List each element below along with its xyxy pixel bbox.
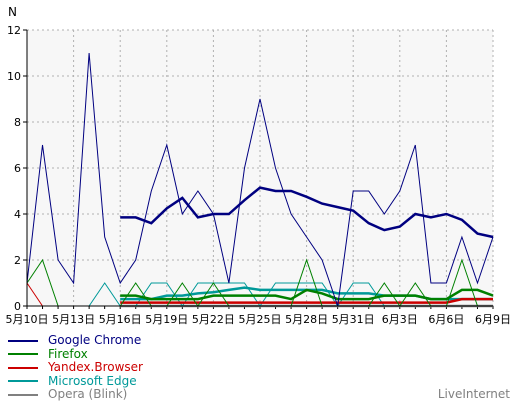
legend-swatch xyxy=(8,393,38,396)
brand-label: LiveInternet xyxy=(437,387,510,401)
x-tick-label: 5月31日 xyxy=(332,313,375,326)
x-tick-label: 5月13日 xyxy=(52,313,95,326)
x-tick-label: 6月9日 xyxy=(475,313,511,326)
legend-swatch xyxy=(8,353,38,356)
legend-swatch xyxy=(8,380,38,383)
x-tick-label: 5月28日 xyxy=(285,313,328,326)
legend-swatch xyxy=(8,366,38,369)
legend-swatch xyxy=(8,339,38,342)
y-tick-label: 2 xyxy=(14,254,21,267)
plot-area: 0 2 4 6 8 10 12 N 5月10日 5月13日 5月16日 5月19日 5月22日 5月25日… xyxy=(6,5,512,326)
x-tick-label: 6月6日 xyxy=(428,313,464,326)
legend-item-google-chrome: Google Chrome xyxy=(8,333,143,348)
x-tick-label: 5月25日 xyxy=(239,313,282,326)
legend-label: Opera (Blink) xyxy=(48,387,128,401)
y-tick-label: 8 xyxy=(14,116,21,129)
legend-label: Microsoft Edge xyxy=(48,373,137,388)
legend-label: Firefox xyxy=(48,346,88,361)
legend-item-opera-blink: Opera (Blink) xyxy=(8,387,143,402)
legend-label: Google Chrome xyxy=(48,333,142,347)
series-average-line-google-chrome xyxy=(120,186,494,239)
x-tick-label: 5月19日 xyxy=(145,313,188,326)
x-tick-label: 5月10日 xyxy=(6,313,49,326)
y-tick-label: 10 xyxy=(7,70,21,83)
x-tick-label: 5月22日 xyxy=(192,313,235,326)
y-tick-label: 12 xyxy=(7,24,21,37)
y-tick-label: 0 xyxy=(14,300,21,313)
y-axis-label: N xyxy=(8,5,17,19)
series-average-line-firefox xyxy=(120,288,494,301)
legend: Google Chrome Firefox Yandex.Browser Micros… xyxy=(8,333,143,402)
x-tick-label: 6月3日 xyxy=(382,313,418,326)
y-tick-label: 4 xyxy=(14,208,21,221)
y-tick-label: 6 xyxy=(14,162,21,175)
legend-item-firefox: Firefox xyxy=(8,346,143,362)
x-tick-label: 5月16日 xyxy=(99,313,142,326)
legend-item-yandex-browser: Yandex.Browser xyxy=(8,360,143,375)
legend-label: Yandex.Browser xyxy=(48,360,143,374)
series-average-line-yandex-browser xyxy=(120,297,493,304)
series-line-google-chrome xyxy=(26,52,494,307)
legend-item-microsoft-edge: Microsoft Edge xyxy=(8,373,143,389)
